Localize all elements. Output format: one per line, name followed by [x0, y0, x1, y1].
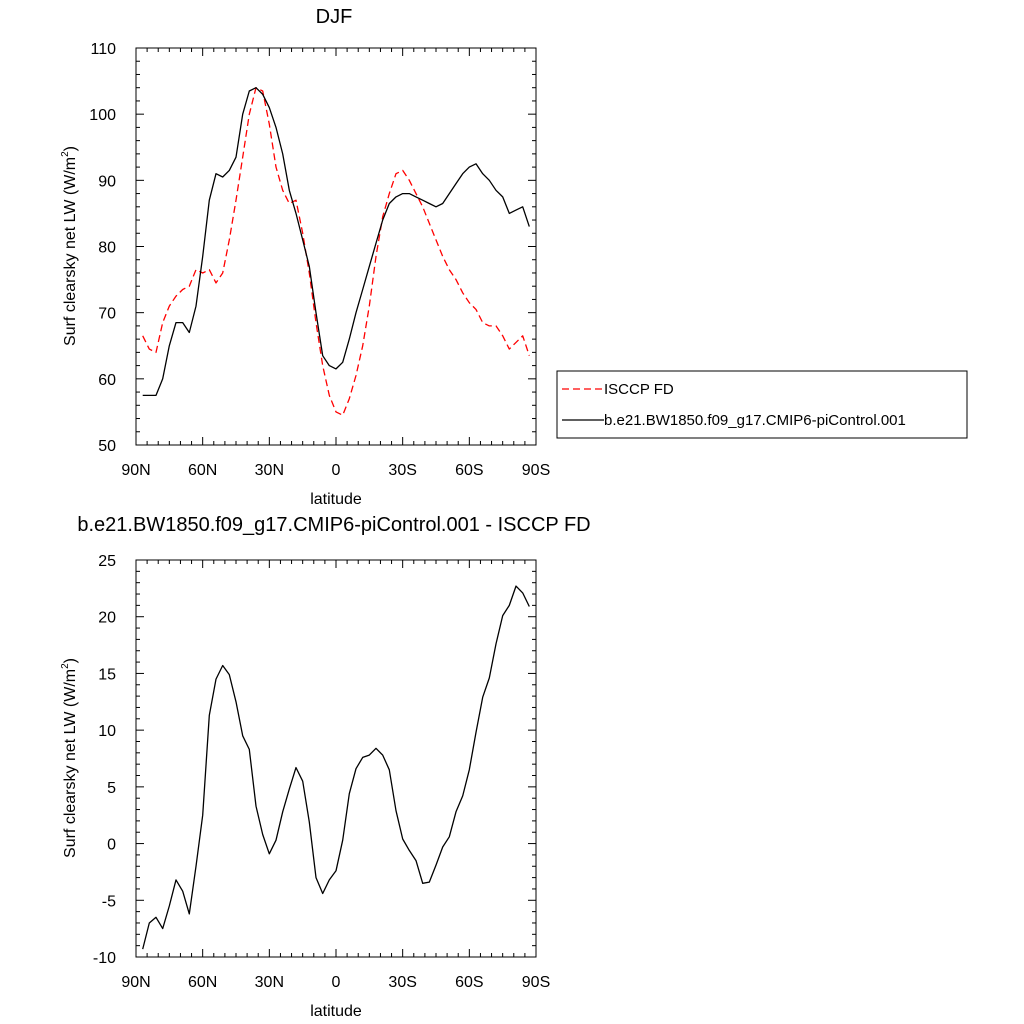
x-tick-label: 90S [522, 462, 550, 479]
legend: ISCCP FD b.e21.BW1850.f09_g17.CMIP6-piCo… [556, 370, 968, 439]
y-tick-label: -5 [102, 893, 116, 910]
x-axis-label: latitude [310, 1003, 362, 1020]
x-tick-label: 30S [388, 974, 416, 991]
y-axis-label-sup: 2 [60, 151, 71, 157]
chart-title: DJF [316, 6, 353, 28]
x-tick-labels: 90N 60N 30N 0 30S 60S 90S [121, 974, 550, 991]
y-axis-label-main: Surf clearsky net LW (W/m [62, 157, 79, 346]
x-tick-label: 90N [121, 974, 150, 991]
series-lines [142, 87, 530, 416]
y-axis-label-main: Surf clearsky net LW (W/m [62, 669, 79, 858]
y-tick-label: 25 [98, 553, 116, 570]
y-axis-label-end: ) [62, 658, 79, 663]
y-tick-label: 0 [107, 837, 116, 854]
chart-title: b.e21.BW1850.f09_g17.CMIP6-piControl.001… [77, 514, 590, 536]
y-tick-label: 110 [90, 41, 116, 58]
x-tick-label: 60S [455, 462, 483, 479]
legend-label-isccp: ISCCP FD [604, 381, 674, 398]
panel-top: DJF 90N 60N 30N 0 30S 60S 90S 50 60 70 80 90 100 110… [60, 6, 968, 508]
y-tick-label: 80 [98, 240, 116, 257]
x-tick-labels: 90N 60N 30N 0 30S 60S 90S [121, 462, 550, 479]
y-tick-label: 15 [98, 666, 116, 683]
axis-ticks [135, 47, 537, 446]
y-tick-labels: -10 -5 0 5 10 15 20 25 [93, 553, 116, 967]
y-axis-label: Surf clearsky net LW (W/m2) [60, 146, 79, 346]
series-line-0 [142, 87, 530, 416]
panel-bottom: b.e21.BW1850.f09_g17.CMIP6-piControl.001… [60, 514, 591, 1020]
y-tick-label: -10 [93, 950, 116, 967]
y-tick-label: 50 [98, 438, 116, 455]
series-line-1 [142, 87, 530, 397]
x-tick-label: 90S [522, 974, 550, 991]
x-tick-label: 30N [255, 462, 284, 479]
series-line-0 [142, 585, 530, 950]
x-tick-label: 30S [388, 462, 416, 479]
x-tick-label: 30N [255, 974, 284, 991]
series-lines [142, 585, 530, 950]
legend-box [556, 370, 968, 439]
x-tick-label: 90N [121, 462, 150, 479]
y-tick-label: 5 [107, 780, 116, 797]
y-tick-label: 70 [98, 306, 116, 323]
y-tick-labels: 50 60 70 80 90 100 110 [89, 41, 116, 455]
y-tick-label: 100 [89, 107, 116, 124]
x-tick-label: 0 [332, 974, 341, 991]
axis-ticks [135, 559, 537, 958]
y-axis-label-end: ) [62, 146, 79, 151]
x-axis-label: latitude [310, 491, 362, 508]
x-tick-label: 60S [455, 974, 483, 991]
y-tick-label: 60 [98, 372, 116, 389]
x-tick-label: 0 [332, 462, 341, 479]
y-tick-label: 10 [98, 723, 116, 740]
plot-frame [135, 559, 537, 958]
plot-frame [135, 47, 537, 446]
y-tick-label: 20 [98, 610, 116, 627]
legend-label-model: b.e21.BW1850.f09_g17.CMIP6-piControl.001 [604, 412, 906, 429]
y-axis-label: Surf clearsky net LW (W/m2) [60, 658, 79, 858]
x-tick-label: 60N [188, 462, 217, 479]
y-axis-label-sup: 2 [60, 663, 71, 669]
y-tick-label: 90 [98, 173, 116, 190]
x-tick-label: 60N [188, 974, 217, 991]
